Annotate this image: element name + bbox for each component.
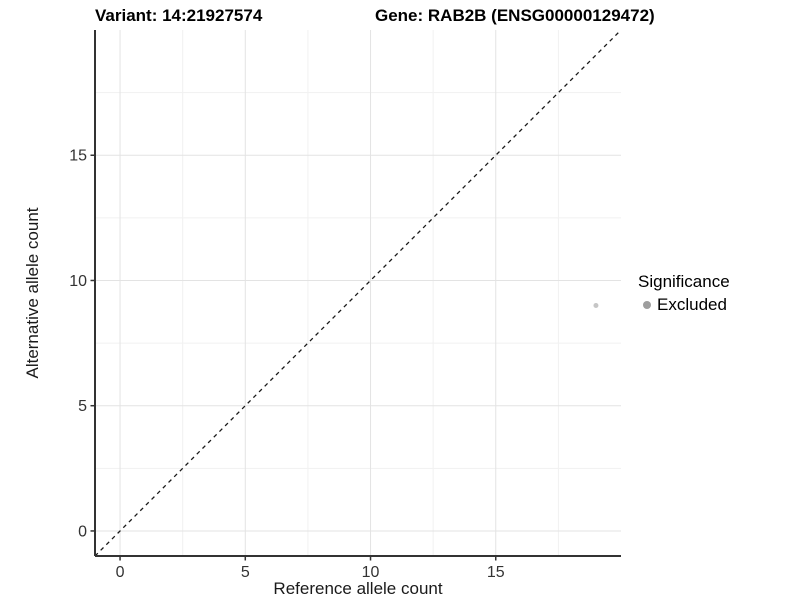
x-tick-label: 15 (487, 564, 505, 581)
plot-title-variant: Variant: 14:21927574 (95, 6, 263, 25)
y-tick-label: 5 (78, 398, 87, 415)
legend-title: Significance (638, 272, 730, 291)
legend: Significance Excluded (638, 272, 730, 315)
x-tick-label: 0 (116, 564, 125, 581)
legend-item-excluded: Excluded (638, 295, 730, 315)
x-tick-label: 10 (362, 564, 380, 581)
y-tick-label: 10 (69, 273, 87, 290)
legend-point-icon (643, 301, 651, 309)
x-tick-label: 5 (241, 564, 250, 581)
y-tick-label: 0 (78, 523, 87, 540)
data-point (593, 303, 599, 309)
y-axis-title: Alternative allele count (23, 207, 42, 379)
y-tick-label: 15 (69, 148, 87, 165)
plot-title-gene: Gene: RAB2B (ENSG00000129472) (375, 6, 655, 25)
x-axis-title: Reference allele count (273, 579, 443, 598)
legend-item-label: Excluded (657, 295, 727, 314)
identity-dashed-line (94, 29, 622, 557)
